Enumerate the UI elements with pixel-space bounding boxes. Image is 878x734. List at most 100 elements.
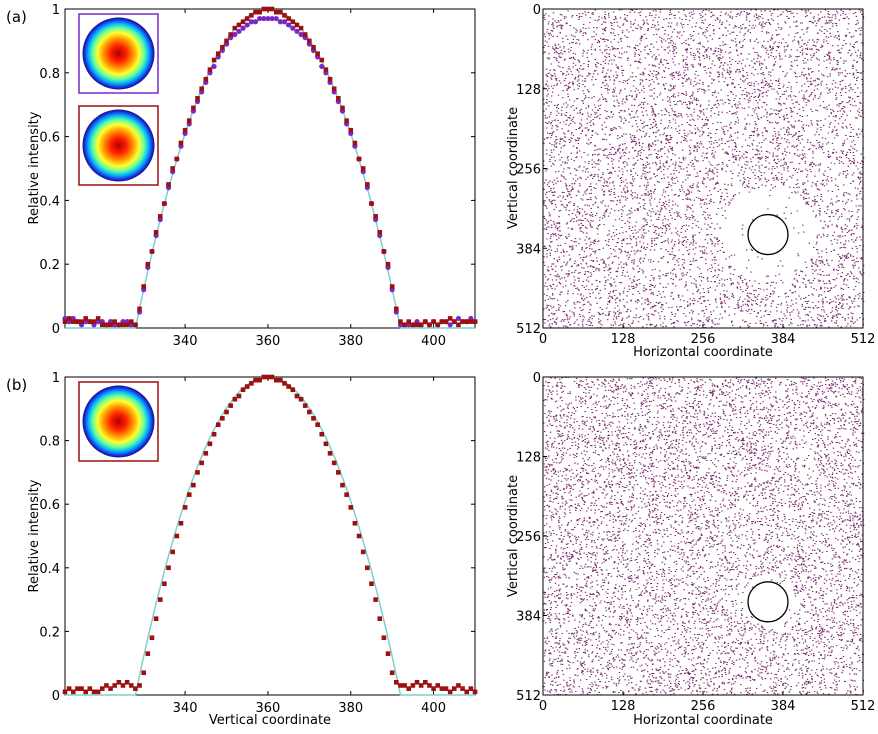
profile-a-point-square bbox=[336, 96, 341, 101]
profile-b-point-square bbox=[352, 520, 358, 526]
x-tick-label: 0 bbox=[539, 332, 547, 347]
profile-b-point-square bbox=[456, 683, 461, 688]
x-tick-label: 256 bbox=[691, 699, 716, 714]
map-a-speckle-dots bbox=[543, 8, 865, 329]
profile-a-point-circle bbox=[244, 22, 250, 28]
profile-b-point-square bbox=[443, 686, 449, 691]
profile-b-point-square bbox=[116, 679, 122, 685]
profile-a-point-square bbox=[464, 319, 470, 324]
profile-a-point-circle bbox=[232, 31, 238, 38]
profile-a-point-square bbox=[120, 322, 126, 328]
profile-b-point-square bbox=[153, 616, 159, 621]
x-tick-label: 380 bbox=[338, 334, 363, 349]
x-tick-label: 256 bbox=[691, 332, 716, 347]
speckle-ylabel-a: Vertical coordinate bbox=[506, 107, 521, 229]
profile-b-point-square bbox=[344, 492, 349, 497]
profile-a-point-circle bbox=[273, 15, 279, 22]
profile-a-point-square bbox=[112, 319, 117, 324]
profile-a-point-square bbox=[79, 319, 84, 324]
x-tick-label: 380 bbox=[338, 701, 363, 716]
profile-a-point-square bbox=[290, 19, 296, 25]
y-tick-label: 0.4 bbox=[39, 194, 60, 209]
beam-profile-inset-b1 bbox=[82, 385, 155, 458]
profile-a-point-square bbox=[315, 51, 320, 56]
profile-b-point-square bbox=[286, 384, 291, 389]
profile-b-point-square bbox=[240, 387, 246, 393]
y-tick-label: 0 bbox=[533, 371, 541, 386]
profile-b-point-square bbox=[385, 651, 391, 656]
profile-a-point-square bbox=[207, 67, 213, 72]
profile-a-point-square bbox=[153, 230, 159, 235]
profile-b-point-square bbox=[70, 689, 76, 695]
ylabel-a: Relative intensity bbox=[27, 111, 42, 224]
profile-b-point-square bbox=[166, 565, 171, 571]
profile-a-point-square bbox=[443, 319, 449, 324]
profile-a-point-square bbox=[75, 319, 80, 324]
profile-b-point-square bbox=[174, 533, 180, 539]
profile-b-point-square bbox=[195, 470, 200, 475]
profile-b-point-square bbox=[356, 533, 362, 539]
profile-b-point-square bbox=[265, 374, 271, 380]
x-tick-label: 128 bbox=[611, 332, 636, 347]
aperture-circle-b bbox=[747, 581, 789, 623]
profile-a-point-square bbox=[191, 105, 196, 111]
profile-a-point-square bbox=[389, 284, 395, 289]
y-tick-label: 0.6 bbox=[39, 131, 60, 146]
profile-a-point-square bbox=[145, 261, 151, 267]
profile-a-point-square bbox=[344, 118, 349, 123]
profile-b-point-square bbox=[124, 679, 130, 685]
profile-b-point-square bbox=[273, 377, 279, 383]
map-b-speckle-dots bbox=[543, 376, 865, 696]
profile-a-point-square bbox=[87, 319, 93, 324]
panel-label-a: (a) bbox=[6, 8, 27, 26]
profile-b-point-square bbox=[439, 686, 445, 691]
profile-a-point-square bbox=[377, 230, 383, 235]
profile-a-point-square bbox=[435, 322, 441, 328]
profile-b-point-square bbox=[394, 679, 399, 685]
profile-b-point-square bbox=[236, 393, 242, 399]
profile-b-point-square bbox=[220, 416, 225, 421]
profile-b-point-square bbox=[87, 686, 93, 691]
profile-a-point-square bbox=[394, 306, 399, 312]
profile-a-point-circle bbox=[290, 25, 296, 31]
y-tick-label: 512 bbox=[516, 689, 541, 704]
profile-b-point-square bbox=[104, 683, 109, 688]
profile-a-point-square bbox=[224, 38, 229, 44]
profile-a-point-square bbox=[133, 322, 138, 328]
profile-a-point-square bbox=[186, 118, 192, 123]
profile-b-point-square bbox=[178, 520, 184, 526]
profile-a-point-square bbox=[178, 140, 184, 146]
profile-b-point-square bbox=[381, 635, 387, 641]
profile-a-point-square bbox=[340, 105, 345, 111]
profile-b-point-square bbox=[228, 403, 233, 408]
y-tick-label: 384 bbox=[516, 610, 541, 625]
profile-b-point-square bbox=[112, 683, 117, 688]
profile-a-point-square bbox=[124, 322, 130, 328]
y-tick-label: 0 bbox=[52, 322, 60, 337]
x-tick-label: 384 bbox=[771, 699, 796, 714]
profile-a-point-square bbox=[261, 6, 267, 12]
profile-a-point-circle bbox=[298, 31, 304, 38]
profile-a-point-square bbox=[128, 319, 134, 324]
profile-a-point-square bbox=[352, 140, 358, 146]
x-tick-label: 384 bbox=[771, 332, 796, 347]
profile-a-point-square bbox=[472, 319, 478, 324]
profile-b-point-square bbox=[207, 441, 213, 447]
profile-a-point-square bbox=[273, 9, 279, 15]
profile-a-point-square bbox=[199, 86, 204, 92]
profile-a-point-square bbox=[174, 156, 180, 162]
profile-b-point-square bbox=[157, 597, 163, 602]
profile-a-point-square bbox=[451, 319, 457, 324]
profile-a-point-square bbox=[70, 319, 76, 324]
profile-b-point-square bbox=[290, 387, 296, 393]
profile-b-point-square bbox=[62, 689, 68, 695]
profile-a-point-circle bbox=[265, 15, 271, 22]
profile-b-point-square bbox=[199, 460, 204, 466]
profile-b-point-square bbox=[365, 565, 370, 571]
profile-a-point-square bbox=[431, 319, 436, 324]
profile-a-point-square bbox=[410, 322, 416, 328]
profile-b-point-square bbox=[336, 470, 341, 475]
profile-b-point-square bbox=[294, 393, 300, 399]
profile-a-point-circle bbox=[447, 322, 453, 328]
